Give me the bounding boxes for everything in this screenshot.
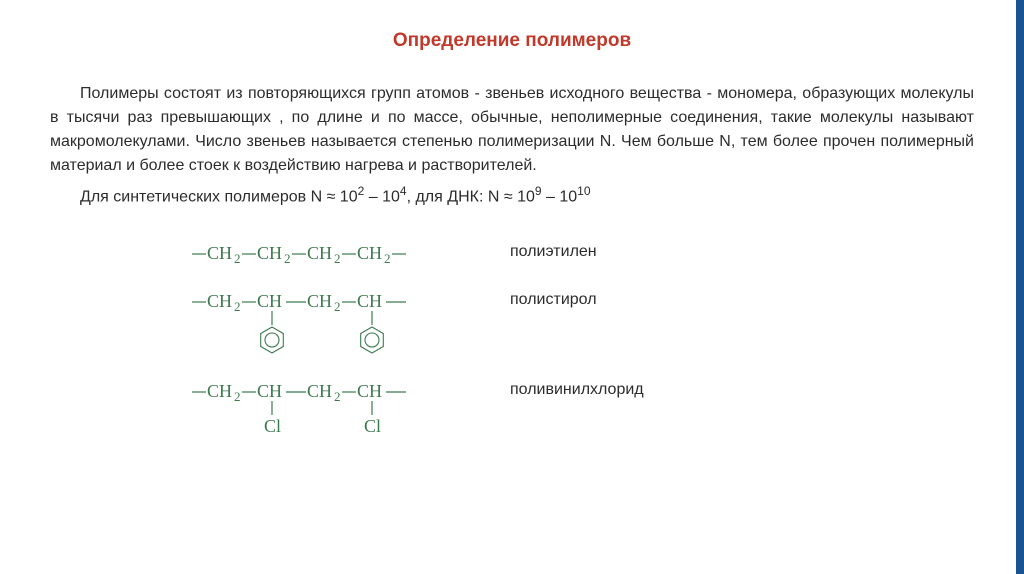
svg-text:2: 2 [234, 389, 241, 404]
text-part: Для синтетических полимеров N ≈ 10 [80, 188, 358, 205]
svg-text:CH: CH [207, 381, 232, 401]
svg-text:CH: CH [207, 243, 232, 263]
svg-text:CH: CH [257, 243, 282, 263]
svg-text:2: 2 [284, 251, 291, 266]
svg-text:2: 2 [384, 251, 391, 266]
formula-row-polystyrene: CH2 CH CH2 CH [190, 287, 974, 359]
svg-text:CH: CH [357, 291, 382, 311]
text-part: – 10 [364, 188, 400, 205]
svg-text:CH: CH [357, 381, 382, 401]
formula-section: CH2 CH2 CH2 CH2 полиэтилен CH2 CH [50, 239, 974, 437]
text-part: – 10 [542, 188, 578, 205]
definition-paragraph: Полимеры состоят из повторяющихся групп … [50, 82, 974, 178]
svg-text:CH: CH [307, 381, 332, 401]
exponent: 4 [400, 184, 407, 198]
range-paragraph: Для синтетических полимеров N ≈ 102 – 10… [50, 182, 974, 209]
formula-polyethylene: CH2 CH2 CH2 CH2 [190, 239, 470, 269]
exponent: 10 [577, 184, 590, 198]
svg-text:2: 2 [234, 299, 241, 314]
svg-text:2: 2 [234, 251, 241, 266]
formula-row-pvc: CH2 CH Cl CH2 CH Cl поливинилхлорид [190, 377, 974, 437]
svg-text:Cl: Cl [364, 416, 381, 436]
formula-label: полиэтилен [510, 239, 597, 261]
text-part: , для ДНК: N ≈ 10 [407, 188, 535, 205]
slide-content: Определение полимеров Полимеры состоят и… [0, 0, 1024, 475]
formula-pvc: CH2 CH Cl CH2 CH Cl [190, 377, 470, 437]
page-title: Определение полимеров [50, 30, 974, 52]
svg-text:CH: CH [207, 291, 232, 311]
svg-text:CH: CH [357, 243, 382, 263]
exponent: 9 [535, 184, 542, 198]
formula-label: поливинилхлорид [510, 377, 644, 399]
formula-row-polyethylene: CH2 CH2 CH2 CH2 полиэтилен [190, 239, 974, 269]
svg-text:CH: CH [257, 381, 282, 401]
svg-text:CH: CH [307, 243, 332, 263]
svg-text:Cl: Cl [264, 416, 281, 436]
formula-polystyrene: CH2 CH CH2 CH [190, 287, 470, 359]
svg-text:2: 2 [334, 251, 341, 266]
formula-label: полистирол [510, 287, 597, 309]
svg-text:2: 2 [334, 299, 341, 314]
accent-bar [1016, 0, 1024, 574]
svg-text:CH: CH [257, 291, 282, 311]
svg-text:CH: CH [307, 291, 332, 311]
svg-text:2: 2 [334, 389, 341, 404]
